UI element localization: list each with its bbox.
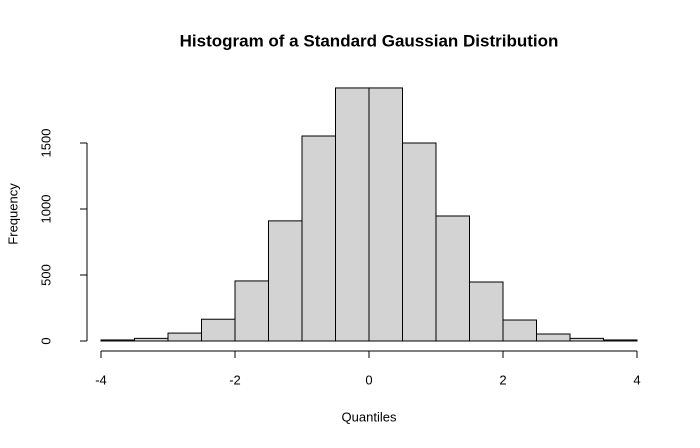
x-tick-label: 0 bbox=[365, 372, 372, 387]
bar bbox=[435, 215, 470, 342]
bar bbox=[335, 87, 370, 342]
bar bbox=[234, 280, 269, 342]
x-tick-label: -2 bbox=[229, 372, 241, 387]
bar bbox=[167, 332, 202, 342]
x-tick-label: 4 bbox=[633, 372, 640, 387]
y-tick-label: 500 bbox=[38, 264, 53, 286]
bar bbox=[502, 319, 537, 342]
bar bbox=[402, 142, 437, 342]
chart-title: Histogram of a Standard Gaussian Distrib… bbox=[180, 31, 559, 50]
bar bbox=[201, 318, 236, 342]
y-tick-label: 1000 bbox=[38, 195, 53, 224]
bar bbox=[368, 87, 403, 342]
bar bbox=[301, 135, 336, 342]
bar bbox=[100, 339, 135, 342]
bar bbox=[603, 339, 638, 342]
bar bbox=[134, 337, 169, 342]
y-tick-label: 0 bbox=[38, 337, 53, 344]
y-axis-label: Frequency bbox=[5, 183, 20, 245]
bar bbox=[469, 281, 504, 342]
y-tick-label: 1500 bbox=[38, 129, 53, 158]
x-tick-label: 2 bbox=[499, 372, 506, 387]
x-tick-label: -4 bbox=[95, 372, 107, 387]
x-axis-label: Quantiles bbox=[342, 409, 397, 424]
bar bbox=[268, 220, 303, 342]
bar bbox=[569, 337, 604, 342]
bar bbox=[536, 333, 571, 342]
